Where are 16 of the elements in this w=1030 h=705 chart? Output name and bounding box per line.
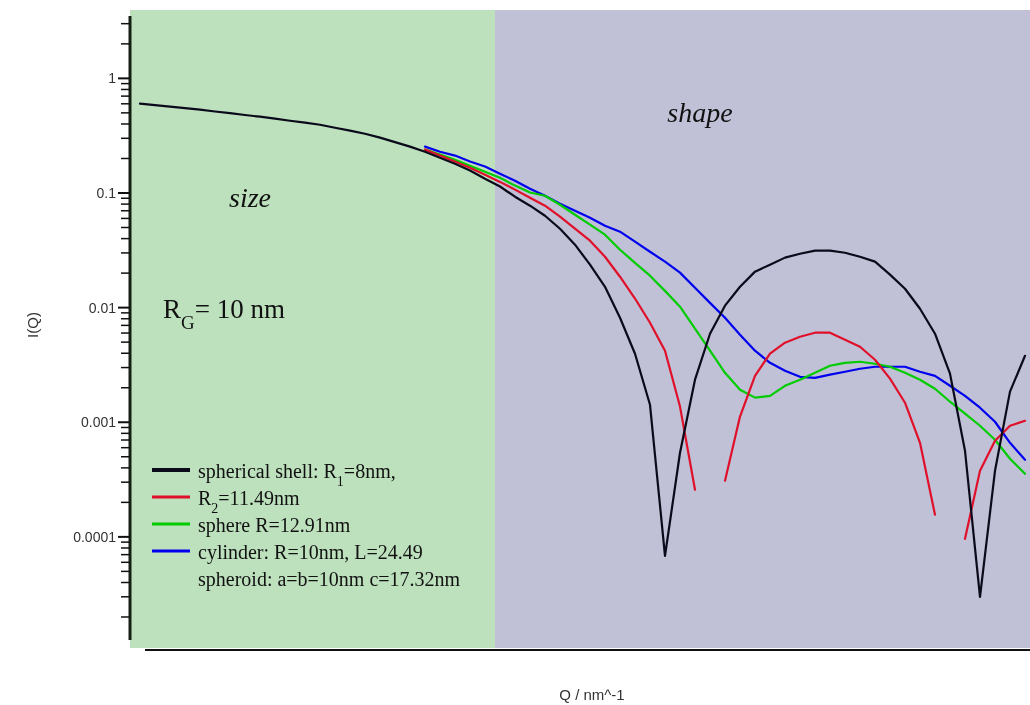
legend-label: spherical shell: R$_{1}$=8nm, [198,460,396,489]
line-series [138,102,1027,598]
legend-label: R$_{2}$=11.49nm [198,487,300,516]
annotation: R$_{G}$= 10 nm [163,294,285,333]
y-axis-title: I(Q) [24,312,41,338]
x-axis-title: Q / nm^-1 [559,686,625,703]
y-tick-label: 0.1 [96,184,117,201]
legend-label: cylinder: R=10nm, L=24.49 [198,541,423,564]
y-tick-label: 0.01 [88,299,117,316]
legend-label: sphere R=12.91nm [198,514,351,537]
annotation: shape [667,97,733,128]
y-tick-label: 0.0001 [73,528,117,545]
y-tick-label: 0.001 [80,414,117,431]
y-tick-label: 1 [108,70,117,87]
annotation: size [229,182,271,213]
annotation: spheroid: a=b=10nm c=17.32nm [198,568,461,591]
